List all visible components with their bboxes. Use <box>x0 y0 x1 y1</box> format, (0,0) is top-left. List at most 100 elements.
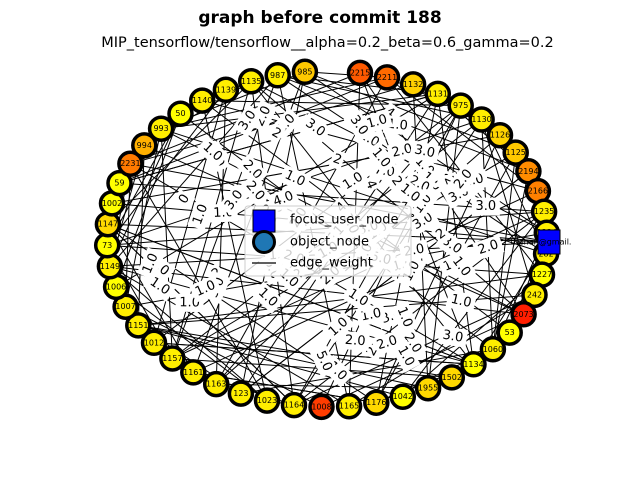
edge-weight-label: 3.0 <box>232 103 263 138</box>
edge-weight-label-text: 3.0 <box>442 328 465 346</box>
object-node: 1163 <box>202 370 230 398</box>
edge-weight-label: 0 <box>173 189 196 209</box>
chart-title: graph before commit 188 <box>198 8 442 28</box>
object-node-label: 1131 <box>428 89 448 98</box>
object-node: 1132 <box>399 71 427 98</box>
graph-edge <box>115 113 181 288</box>
edge-weight-label-background <box>430 223 452 245</box>
object-node-circle <box>438 364 466 391</box>
object-node: 1008 <box>308 393 335 421</box>
object-node: 242 <box>521 281 548 309</box>
object-node: 59 <box>106 169 133 197</box>
object-node: 987 <box>264 62 291 89</box>
object-node: 1955 <box>414 374 442 402</box>
object-node: 1125 <box>502 139 529 166</box>
edge-weight-label: 1.0 <box>187 198 214 231</box>
object-node-label: 1135 <box>241 77 261 86</box>
edge-weight-label-background <box>397 254 427 288</box>
edge-weight-label-background <box>328 149 346 171</box>
object-node: 1134 <box>460 351 487 378</box>
graph-edge <box>125 306 322 408</box>
object-node: 1176 <box>363 389 390 416</box>
object-node-circle <box>363 389 390 416</box>
edge-weight-label: 1.0 <box>445 289 477 314</box>
edge-weight-label-background <box>187 198 214 231</box>
object-node: 1502 <box>438 364 466 391</box>
object-node-label: 1502 <box>442 373 462 382</box>
object-node: 1042 <box>389 383 417 410</box>
graph-edge <box>130 83 414 165</box>
object-node-label: 1006 <box>106 282 126 291</box>
object-node-label: 50 <box>175 109 185 118</box>
object-node-circle <box>424 80 452 108</box>
object-node: 1131 <box>424 80 452 108</box>
object-node-circle <box>147 115 175 142</box>
graph-edge <box>160 76 388 130</box>
object-node: 1006 <box>102 273 130 301</box>
object-node-circle <box>180 359 207 386</box>
object-node-label: 1134 <box>463 360 483 369</box>
edge-weight-label-background <box>364 141 397 175</box>
edge-weight-label: 1.0 <box>278 164 312 193</box>
object-node-circle <box>510 301 537 328</box>
graph-edge <box>172 358 452 378</box>
edge-weight-label-text: 1.0 <box>365 112 389 132</box>
object-node-label: 1060 <box>483 345 503 354</box>
graph-edge <box>125 128 162 307</box>
edge-weight-label: 2.0 <box>340 331 370 351</box>
object-node: 1161 <box>180 359 207 386</box>
edge-weight-label-text: 2.0 <box>476 237 500 258</box>
object-node-label: 1157 <box>162 354 182 363</box>
object-node-label: 2215 <box>350 68 370 77</box>
edge-weight-label-background <box>341 282 375 314</box>
edge-weight-label-background <box>232 103 263 138</box>
object-node-circle <box>280 391 308 419</box>
object-node-label: 1139 <box>216 85 236 94</box>
object-node-circle <box>131 132 158 159</box>
object-node-label: 1125 <box>506 148 526 157</box>
object-node-label: 123 <box>233 389 248 398</box>
edge-weight-label-text: 1.0 <box>449 292 473 311</box>
graph-edge <box>240 348 493 395</box>
object-node-circle <box>140 329 168 357</box>
object-node: 53 <box>496 319 523 346</box>
edge-weight-label: 1.0 <box>390 300 419 334</box>
object-node-label: 53 <box>505 328 515 337</box>
edge-weight-label: 3.0 <box>437 325 469 348</box>
object-node-circle <box>264 62 291 89</box>
object-node: 1130 <box>468 106 495 133</box>
chart-subtitle: MIP_tensorflow/tensorflow__alpha=0.2_bet… <box>101 35 554 51</box>
object-node-label: 1140 <box>192 96 212 105</box>
graph-edge <box>160 128 173 359</box>
object-node-label: 1130 <box>471 115 491 124</box>
edge-weight-label-background <box>239 174 272 208</box>
edge-weight-label-background <box>218 183 250 217</box>
edge-weight-label: 1.0 <box>341 282 375 314</box>
object-node-label: 1235 <box>534 207 554 216</box>
edge-weight-label: 1.0 <box>189 274 222 303</box>
edge-weight-label-background <box>409 140 441 164</box>
object-node-circle <box>460 351 487 378</box>
object-node-label: 1163 <box>206 380 226 389</box>
object-node-circle <box>237 68 265 95</box>
object-node-label: 2166 <box>528 187 548 196</box>
object-node: 993 <box>147 115 175 142</box>
edge-weight-label-background <box>390 300 419 334</box>
object-node: 50 <box>167 100 194 127</box>
edge-weight-label-background <box>391 339 421 373</box>
edge-weight-label-background <box>447 162 480 196</box>
edge-weight-label-text: 1.0 <box>394 305 416 330</box>
object-node: 2211 <box>373 64 401 91</box>
object-node-label: 2231 <box>120 159 140 168</box>
object-node-circle <box>159 345 186 372</box>
object-node-circle <box>188 87 216 114</box>
edge-weight-label: 2 <box>266 122 286 145</box>
edge-weight-label: 1.0 <box>391 339 421 373</box>
edge-weight-label: 3.0 <box>409 140 441 164</box>
edge-weight-label: 3.0 <box>471 197 500 216</box>
object-node-label: 994 <box>137 141 152 150</box>
object-node-circle <box>468 106 495 133</box>
edge-weight-label-background <box>336 166 370 197</box>
object-node: 2215 <box>346 59 374 87</box>
object-node: 1140 <box>188 87 216 114</box>
